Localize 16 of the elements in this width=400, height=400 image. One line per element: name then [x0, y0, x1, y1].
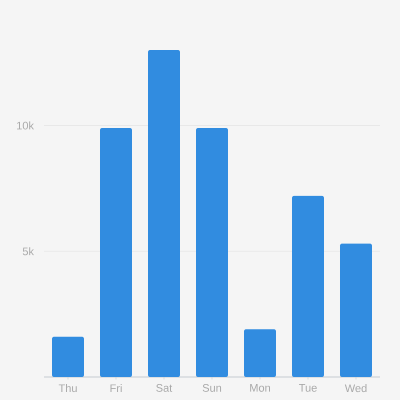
x-tick-label: Sun — [202, 384, 222, 392]
x-tick-label: Sat — [156, 384, 172, 392]
bar — [244, 329, 276, 377]
x-tick-label: Fri — [110, 384, 122, 392]
bar — [196, 128, 228, 377]
bar — [52, 336, 84, 377]
bar — [292, 196, 324, 377]
bar — [100, 128, 132, 377]
bar — [148, 50, 180, 377]
y-tick-label: 5k — [22, 247, 34, 256]
x-tick-label: Mon — [250, 384, 270, 392]
bar — [340, 244, 372, 377]
x-tick-label: Wed — [344, 384, 366, 392]
x-tick-label: Tue — [298, 384, 317, 392]
x-tick-label: Thu — [58, 384, 77, 392]
y-tick-label: 10k — [17, 121, 34, 130]
